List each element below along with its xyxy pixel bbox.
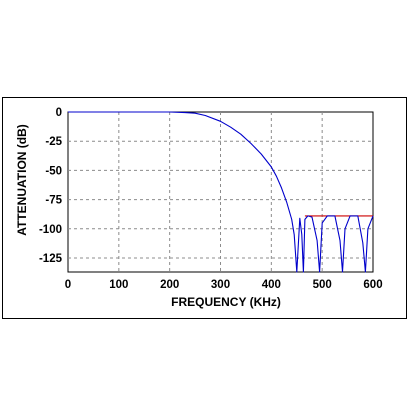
x-tick-labels: 0 100 200 300 400 500 600 [65,279,383,291]
x-tick-label: 200 [160,279,179,291]
x-axis-title: FREQUENCY (KHz) [171,295,281,309]
y-tick-label: 0 [56,107,62,119]
y-tick-label: -50 [45,165,62,177]
x-tick-label: 600 [363,279,382,291]
x-tick-label: 100 [109,279,128,291]
series-line [68,111,374,273]
x-tick-label: 400 [262,279,281,291]
y-tick-label: -25 [45,136,62,148]
y-axis-title: ATTENUATION (dB) [15,124,29,236]
y-tick-label: -75 [45,195,62,207]
series-layer [68,111,374,273]
y-tick-label: -125 [39,253,63,265]
x-tick-label: 0 [65,279,71,291]
y-tick-label: -100 [39,224,62,236]
x-tick-label: 300 [211,279,230,291]
x-tick-label: 500 [313,279,332,291]
y-tick-labels: 0 -25 -50 -75 -100 -125 [39,107,63,265]
